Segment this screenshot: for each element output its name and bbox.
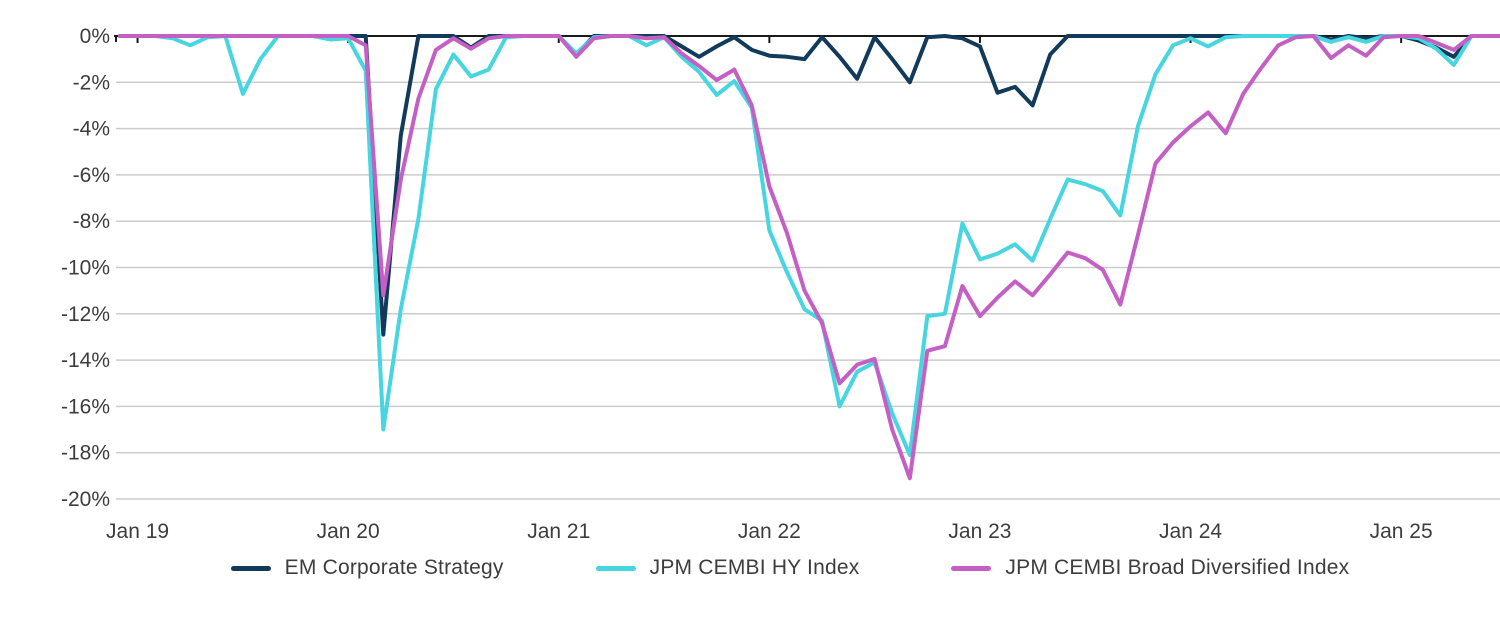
chart-canvas: 0% -2% -4% -6% -8% -10% -12% -14% -16% -18% -20% Ja… bbox=[61, 25, 1500, 543]
svg-text:Jan 19: Jan 19 bbox=[106, 520, 169, 543]
svg-text:-10%: -10% bbox=[61, 257, 110, 280]
svg-text:-16%: -16% bbox=[61, 395, 110, 418]
drawdown-chart-figure: 0% -2% -4% -6% -8% -10% -12% -14% -16% -18% -20% Ja… bbox=[40, 16, 1500, 612]
svg-text:-2%: -2% bbox=[73, 71, 110, 94]
svg-text:Jan 24: Jan 24 bbox=[1159, 520, 1222, 543]
svg-text:Jan 21: Jan 21 bbox=[527, 520, 590, 543]
legend-line-swatch-magenta-icon bbox=[951, 565, 992, 571]
svg-text:Jan 23: Jan 23 bbox=[948, 520, 1011, 543]
legend-label: JPM CEMBI HY Index bbox=[649, 556, 860, 579]
svg-text:-12%: -12% bbox=[61, 303, 110, 326]
legend-item-jpm-cembi-broad-diversified-index: JPM CEMBI Broad Diversified Index bbox=[951, 556, 1349, 580]
legend-item-jpm-cembi-hy-index: JPM CEMBI HY Index bbox=[595, 556, 860, 580]
svg-text:-6%: -6% bbox=[73, 164, 110, 187]
svg-text:Jan 25: Jan 25 bbox=[1370, 520, 1433, 543]
svg-text:Jan 20: Jan 20 bbox=[317, 520, 380, 543]
svg-text:-20%: -20% bbox=[61, 488, 110, 511]
legend-label: EM Corporate Strategy bbox=[284, 556, 504, 579]
legend-label: JPM CEMBI Broad Diversified Index bbox=[1005, 556, 1350, 579]
legend-line-swatch-cyan-icon bbox=[595, 565, 636, 571]
svg-text:0%: 0% bbox=[80, 25, 110, 48]
legend-item-em-corporate-strategy: EM Corporate Strategy bbox=[230, 556, 504, 580]
svg-text:-4%: -4% bbox=[73, 118, 110, 141]
svg-text:-18%: -18% bbox=[61, 442, 110, 465]
svg-text:-8%: -8% bbox=[73, 210, 110, 233]
svg-text:-14%: -14% bbox=[61, 349, 110, 372]
svg-text:Jan 22: Jan 22 bbox=[738, 520, 801, 543]
legend-line-swatch-navy-icon bbox=[230, 565, 271, 571]
chart-legend: EM Corporate Strategy JPM CEMBI HY Index… bbox=[40, 556, 1500, 580]
